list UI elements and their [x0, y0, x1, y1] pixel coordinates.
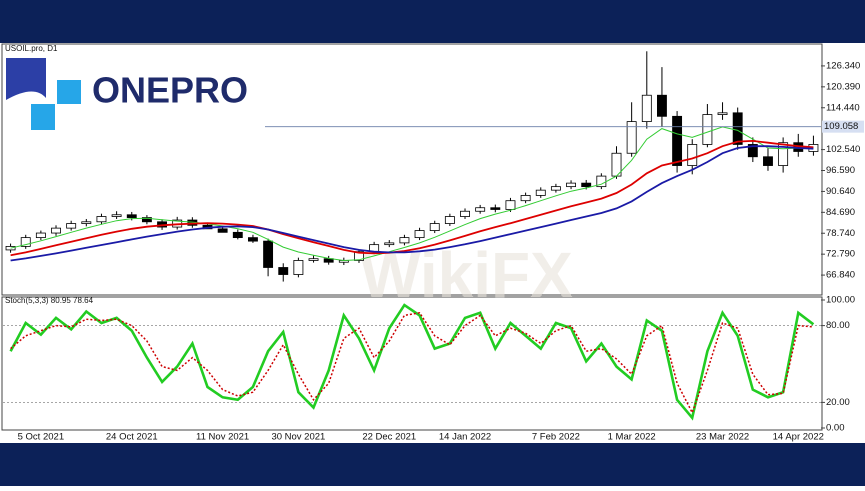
candle-body: [51, 227, 61, 234]
logo-text: ONEPRO: [92, 70, 248, 111]
candle-body: [566, 182, 576, 188]
candle-body: [384, 242, 395, 246]
plot: 126.340 120.390 114.440 102.540 96.590 90.640…: [3, 51, 864, 443]
x-tick-label: 14 Apr 2022: [773, 432, 824, 443]
x-tick-label: 22 Dec 2021: [362, 432, 416, 443]
x-tick-label: 1 Mar 2022: [608, 432, 656, 443]
candle-body: [763, 156, 773, 166]
y-tick-label: 84.690: [826, 207, 855, 218]
y-tick-label: 72.790: [826, 249, 855, 260]
candle-body: [429, 223, 440, 231]
candle-body: [399, 237, 410, 244]
stoch-line: [9, 303, 815, 421]
candle-body: [247, 237, 258, 242]
candle-body: [747, 144, 758, 158]
candle-body: [581, 182, 592, 188]
logo-square: [31, 104, 55, 130]
y-tick-label: 66.840: [826, 270, 855, 281]
y-tick-label: 126.340: [826, 60, 860, 71]
logo-shape: [6, 58, 46, 100]
candle-body: [5, 246, 16, 251]
moving-average: [10, 145, 814, 262]
stoch-line: [10, 311, 814, 415]
candle-body: [126, 214, 137, 218]
candle-body: [732, 112, 743, 145]
candle-body: [263, 240, 274, 268]
candle-body: [20, 237, 31, 247]
last-price-label: 109.058: [824, 121, 858, 132]
last-price-tag: [822, 120, 864, 133]
moving-average: [10, 126, 814, 262]
stoch-title: Stoch(5,3,3) 80.95 78.64: [5, 296, 94, 305]
candle-body: [717, 112, 728, 115]
stoch-pane: [1, 296, 823, 431]
symbol-label: USOIL.pro, D1: [5, 44, 58, 53]
y-tick-label: 78.740: [826, 228, 855, 239]
x-tick-label: 5 Oct 2021: [18, 432, 64, 443]
candle-body: [550, 186, 561, 191]
candle-body: [505, 200, 516, 210]
candle-body: [626, 121, 637, 154]
candle-body: [354, 251, 364, 261]
candle-body: [641, 94, 652, 123]
price-pane: [1, 43, 823, 296]
moving-average: [10, 139, 814, 257]
y-tick-label: 20.00: [826, 397, 850, 408]
candle-body: [657, 94, 667, 117]
candle-body: [278, 267, 289, 275]
y-tick-label: 80.00: [826, 320, 850, 331]
candle-body: [490, 207, 501, 210]
candle-body: [96, 216, 107, 223]
y-tick-label: 120.390: [826, 81, 860, 92]
x-tick-label: 7 Feb 2022: [532, 432, 580, 443]
candle-body: [444, 216, 455, 224]
x-tick-label: 14 Jan 2022: [439, 432, 491, 443]
candle-body: [778, 142, 789, 166]
candle-body: [687, 144, 698, 166]
candle-body: [217, 228, 228, 233]
y-tick-label: 102.540: [826, 144, 860, 155]
x-tick-label: 11 Nov 2021: [196, 432, 249, 443]
candle-body: [702, 114, 713, 145]
candle-body: [293, 260, 304, 275]
candle-body: [520, 195, 531, 202]
candle-body: [414, 230, 425, 239]
candle-body: [535, 189, 546, 196]
watermark: WikiFX: [360, 239, 573, 311]
candle-body: [460, 210, 470, 217]
x-tick-label: 23 Mar 2022: [696, 432, 749, 443]
candle-body: [672, 115, 683, 166]
candle-body: [35, 232, 46, 239]
candle-body: [111, 214, 122, 217]
y-tick-label: 114.440: [826, 102, 860, 113]
candle-body: [81, 221, 92, 224]
candle-body: [308, 258, 319, 261]
candle-body: [141, 217, 152, 223]
candle-body: [232, 231, 243, 239]
candle-body: [475, 207, 486, 212]
logo-square: [57, 80, 81, 104]
y-tick-label: 90.640: [826, 186, 855, 197]
y-tick-label: 100.00: [826, 295, 855, 306]
y-tick-label: 96.590: [826, 165, 855, 176]
candle-body: [66, 223, 77, 229]
y-tick-label: 0.00: [826, 423, 845, 434]
x-tick-label: 30 Nov 2021: [271, 432, 325, 443]
x-tick-label: 24 Oct 2021: [106, 432, 158, 443]
